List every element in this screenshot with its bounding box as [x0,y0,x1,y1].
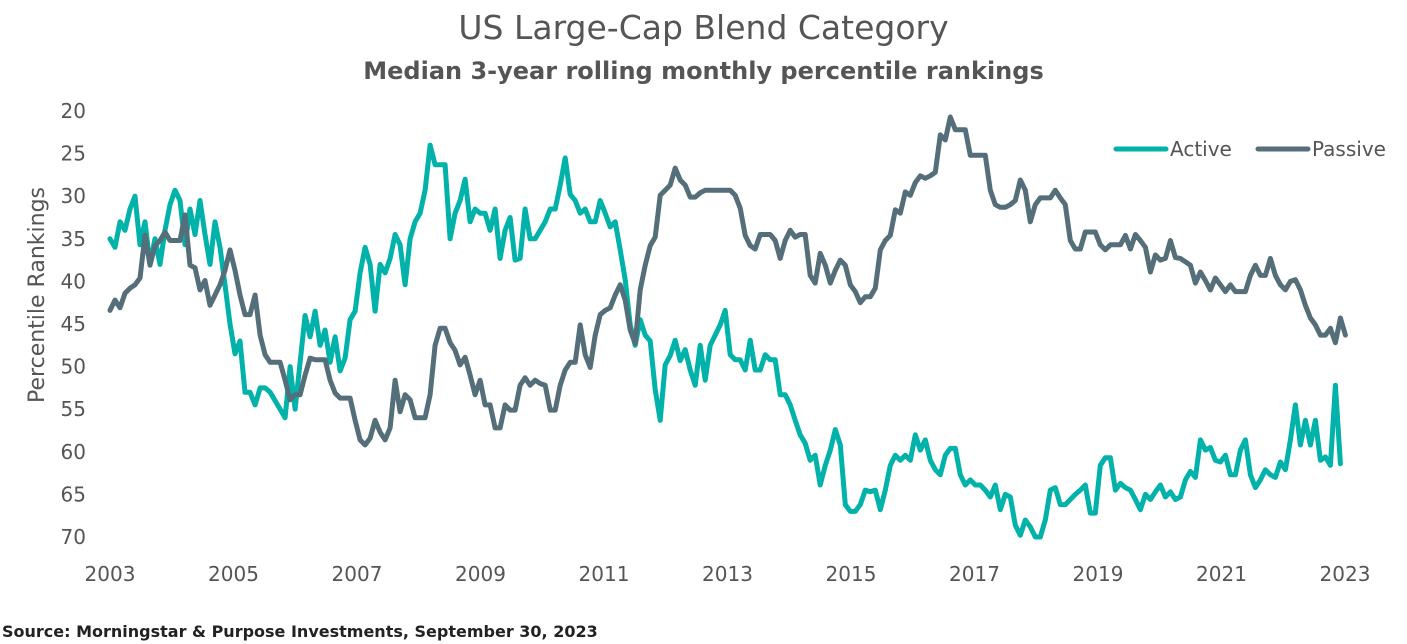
x-tick-label: 2021 [1196,562,1247,586]
y-tick-label: 35 [61,227,86,251]
y-tick-label: 40 [61,269,86,293]
source-note: Source: Morningstar & Purpose Investment… [2,622,598,641]
y-tick-label: 25 [61,142,86,166]
y-tick-label: 65 [61,482,86,506]
y-tick-label: 20 [61,99,86,123]
chart-subtitle: Median 3-year rolling monthly percentile… [363,57,1044,85]
legend-label-passive: Passive [1312,137,1386,161]
y-tick-label: 55 [61,397,86,421]
x-tick-label: 2019 [1073,562,1124,586]
series-line-passive [107,114,1348,448]
x-tick-label: 2023 [1320,562,1371,586]
x-tick-label: 2013 [702,562,753,586]
x-tick-label: 2015 [826,562,877,586]
x-tick-label: 2007 [332,562,383,586]
y-tick-label: 50 [61,355,86,379]
series-line-active [107,142,1343,540]
legend-label-active: Active [1170,137,1232,161]
x-tick-label: 2009 [455,562,506,586]
x-tick-label: 2003 [85,562,136,586]
chart-title: US Large-Cap Blend Category [458,8,949,47]
x-axis-ticks: 2003 2005 2007 2009 2011 2013 2015 2017 2019 2021… [85,562,1371,586]
series-lines [107,114,1348,540]
y-tick-label: 45 [61,312,86,336]
y-axis-ticks: 20 25 30 35 40 45 50 55 60 65 70 [61,99,86,549]
y-tick-label: 70 [61,525,86,549]
legend: Active Passive [1113,137,1386,161]
y-axis-label: Percentile Rankings [25,187,50,403]
y-tick-label: 60 [61,440,86,464]
x-tick-label: 2011 [579,562,630,586]
x-tick-label: 2005 [208,562,259,586]
x-tick-label: 2017 [949,562,1000,586]
y-tick-label: 30 [61,184,86,208]
